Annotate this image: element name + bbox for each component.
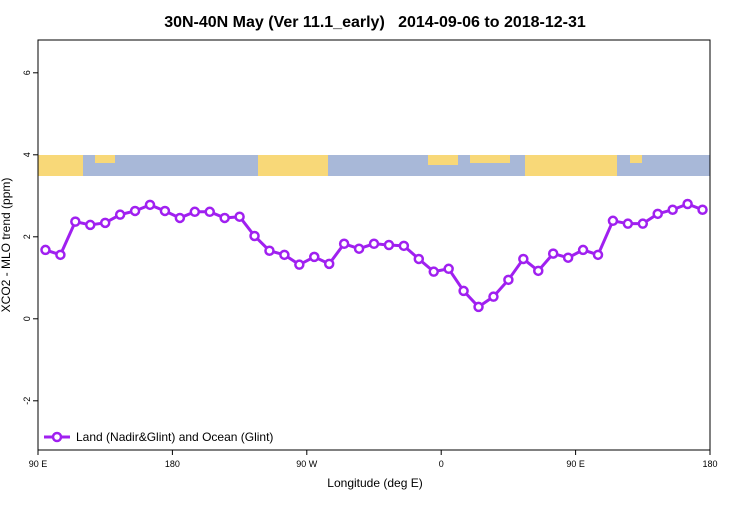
data-point [144, 199, 156, 211]
data-point [383, 239, 395, 251]
data-point [637, 218, 649, 229]
data-line [44, 202, 704, 309]
data-point [652, 208, 663, 220]
x-tick-label: 90 E [29, 459, 48, 469]
x-axis-label: Longitude (deg E) [327, 476, 422, 490]
data-point [622, 218, 634, 229]
data-point [85, 219, 96, 231]
data-point [398, 240, 410, 252]
data-point [40, 244, 51, 256]
data-point [503, 274, 514, 286]
x-tick-label: 0 [439, 459, 444, 469]
data-point [70, 216, 81, 227]
data-point [204, 206, 215, 218]
data-point [428, 266, 439, 277]
data-point [353, 243, 365, 254]
x-tick-label: 90 W [296, 459, 318, 469]
data-point [219, 212, 230, 224]
x-tick-label: 90 E [566, 459, 585, 469]
data-point [607, 215, 619, 227]
data-point [547, 248, 559, 259]
data-point [533, 265, 544, 277]
x-tick-label: 180 [165, 459, 180, 469]
y-tick-label: 4 [22, 152, 32, 157]
chart-title: 30N-40N May (Ver 11.1_early) 2014-09-06 … [164, 14, 586, 31]
data-point [249, 230, 260, 242]
legend-label: Land (Nadir&Glint) and Ocean (Glint) [76, 430, 273, 444]
data-point [473, 301, 484, 313]
data-point [234, 211, 245, 222]
data-point [99, 217, 111, 229]
data-point [458, 285, 469, 297]
plot-frame [37, 39, 711, 451]
data-point [667, 204, 678, 215]
data-point [294, 259, 305, 270]
data-point [518, 253, 529, 265]
data-point [413, 253, 425, 265]
data-point [323, 258, 335, 270]
data-point [189, 206, 201, 218]
data-point [279, 249, 290, 261]
data-point [443, 263, 454, 275]
legend-swatch [51, 431, 63, 443]
data-point [264, 245, 275, 256]
data-point [562, 252, 574, 263]
data-point [697, 204, 708, 215]
y-tick-label: 2 [22, 234, 32, 239]
data-point [338, 238, 350, 250]
x-tick-label: 180 [702, 459, 717, 469]
data-point [55, 249, 66, 261]
data-point [114, 209, 126, 220]
data-point [488, 291, 499, 302]
data-point [592, 249, 604, 261]
y-tick-label: -2 [22, 397, 32, 405]
map-strip [38, 155, 710, 176]
data-point [159, 205, 171, 217]
y-tick-label: 0 [22, 316, 32, 321]
data-point [682, 198, 693, 210]
y-axis-label: XCO2 - MLO trend (ppm) [0, 178, 13, 313]
y-tick-label: 6 [22, 70, 32, 75]
data-point [577, 244, 589, 256]
data-point [368, 238, 380, 250]
data-point [129, 205, 141, 217]
data-point [174, 212, 186, 224]
data-point [309, 251, 320, 263]
